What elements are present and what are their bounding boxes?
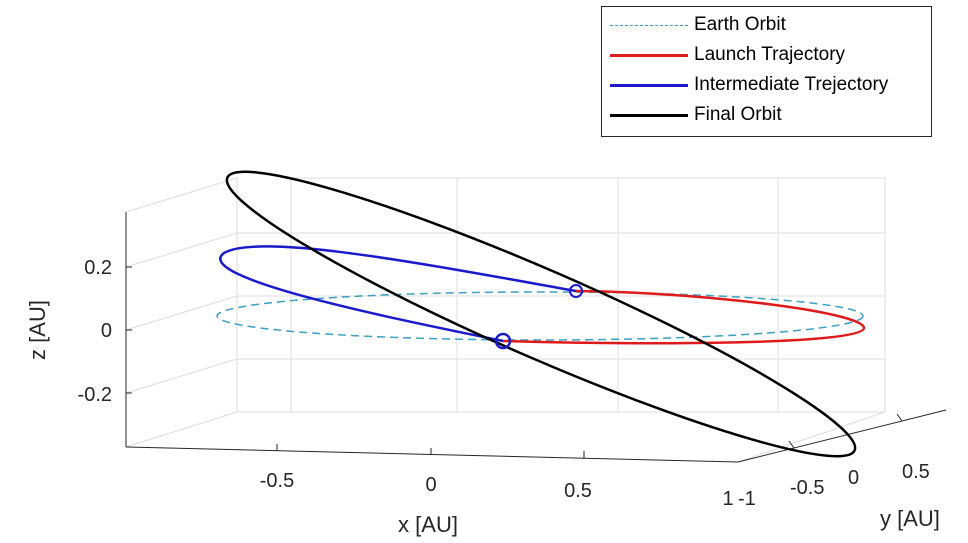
legend-label: Earth Orbit (694, 14, 786, 35)
legend: Earth Orbit Launch Trajectory Intermedia… (601, 6, 932, 137)
z-axis-label: z [AU] (25, 300, 50, 360)
grid-lines (125, 177, 886, 463)
transfer-marker-2 (494, 332, 512, 350)
y-tick-neg1: -1 (738, 488, 756, 510)
z-tick-neg0.2: -0.2 (78, 384, 112, 406)
legend-label: Intermediate Trejectory (694, 74, 889, 95)
z-tick-0: 0 (101, 320, 112, 342)
z-tick-0.2: 0.2 (84, 257, 112, 279)
legend-item-launch-trajectory: Launch Trajectory (610, 42, 930, 68)
legend-item-final-orbit: Final Orbit (610, 102, 930, 128)
legend-label: Final Orbit (694, 104, 782, 125)
axes (125, 212, 947, 463)
y-tick-0.5: 0.5 (902, 461, 930, 483)
legend-item-intermediate-trajectory: Intermediate Trejectory (610, 72, 930, 98)
earth-orbit-line (216, 291, 864, 341)
y-axis-label: y [AU] (880, 506, 940, 531)
transfer-marker-1 (569, 284, 583, 298)
final-orbit-legend-swatch (610, 114, 688, 117)
final-orbit-line (225, 170, 857, 458)
y-tick-0: 0 (848, 467, 859, 489)
earth-orbit-legend-swatch (610, 25, 688, 26)
x-tick-0.5: 0.5 (564, 480, 592, 502)
x-tick-1: 1 (722, 488, 733, 510)
launch-trajectory-line (502, 289, 866, 345)
x-tick-0: 0 (425, 474, 436, 496)
legend-label: Launch Trajectory (694, 44, 846, 65)
launch-trajectory-legend-swatch (610, 54, 688, 57)
x-axis-label: x [AU] (398, 512, 458, 537)
legend-item-earth-orbit: Earth Orbit (610, 12, 930, 38)
intermediate-trajectory-line (219, 245, 577, 343)
x-tick-neg0.5: -0.5 (260, 470, 294, 492)
intermediate-trajectory-legend-swatch (610, 84, 688, 87)
y-tick-neg0.5: -0.5 (790, 477, 824, 499)
